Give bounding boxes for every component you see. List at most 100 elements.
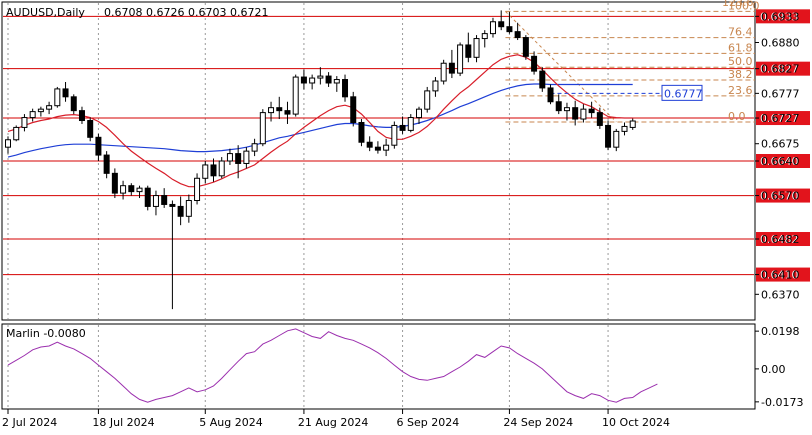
candle-bear bbox=[531, 55, 538, 72]
candle-bear bbox=[448, 62, 455, 74]
level-label: 0.6640 bbox=[760, 155, 799, 168]
fibo-label: 61.8 bbox=[728, 41, 753, 54]
candle-bull bbox=[268, 107, 275, 114]
candle-bull bbox=[416, 108, 422, 119]
candle-bear bbox=[210, 164, 217, 177]
candle-bull bbox=[185, 200, 192, 217]
x-tick-label: 18 Jul 2024 bbox=[92, 416, 154, 429]
candle-bear bbox=[605, 124, 612, 148]
level-label-box bbox=[756, 267, 810, 282]
candle-bull bbox=[54, 88, 61, 107]
candle-bull bbox=[120, 185, 127, 194]
candle-bull bbox=[391, 124, 398, 146]
level-label-box bbox=[756, 111, 810, 126]
x-tick-label: 2 Jul 2024 bbox=[2, 416, 57, 429]
x-tick-label: 21 Aug 2024 bbox=[298, 416, 368, 429]
candle-bull bbox=[317, 75, 324, 79]
candle-bear bbox=[70, 96, 77, 112]
fibo-label: 123.6 bbox=[722, 0, 754, 9]
fibo-label: 23.6 bbox=[728, 84, 753, 97]
candle-bear bbox=[350, 96, 357, 123]
candle-bear bbox=[342, 79, 349, 98]
x-tick-label: 10 Oct 2024 bbox=[602, 416, 670, 429]
marlin-title: Marlin -0.0080 bbox=[6, 327, 86, 340]
level-label-box bbox=[756, 9, 810, 24]
candle-bear bbox=[506, 26, 513, 33]
candle-bull bbox=[46, 105, 53, 110]
candle-bull bbox=[580, 108, 587, 120]
marlin-tick-label: -0.0173 bbox=[761, 396, 803, 409]
candle-bear bbox=[374, 146, 381, 151]
candle-bear bbox=[358, 121, 365, 143]
candle-bear bbox=[276, 107, 283, 112]
candle-bull bbox=[613, 130, 620, 148]
level-label-box bbox=[756, 188, 810, 203]
level-label: 0.6410 bbox=[760, 269, 799, 282]
candle-bear bbox=[555, 101, 562, 112]
candle-bull bbox=[259, 112, 266, 145]
candle-bear bbox=[522, 37, 529, 57]
candle-bull bbox=[292, 76, 299, 115]
x-tick-label: 24 Sep 2024 bbox=[503, 416, 573, 429]
candle-bull bbox=[309, 77, 316, 84]
candle-bear bbox=[325, 75, 332, 84]
candle-bull bbox=[13, 126, 20, 141]
candle-bear bbox=[87, 120, 94, 138]
candle-bear bbox=[111, 172, 118, 194]
candle-bull bbox=[333, 79, 340, 84]
candle-bear bbox=[572, 107, 579, 120]
level-label: 0.6727 bbox=[760, 112, 799, 125]
level-label: 0.6827 bbox=[760, 63, 799, 76]
candle-bull bbox=[629, 120, 636, 128]
candle-bull bbox=[37, 108, 44, 113]
candle-bear bbox=[284, 110, 291, 115]
candle-bull bbox=[29, 111, 36, 119]
candle-bear bbox=[161, 195, 168, 205]
candle-bear bbox=[128, 185, 135, 193]
candle-bear bbox=[235, 153, 242, 164]
x-tick-label: 6 Sep 2024 bbox=[397, 416, 460, 429]
y-tick-label: 0.6570 bbox=[761, 190, 800, 203]
candle-bull bbox=[243, 150, 250, 164]
y-tick-label: 0.6482 bbox=[761, 233, 800, 246]
level-label-box bbox=[756, 232, 810, 247]
candle-bear bbox=[103, 154, 110, 174]
candle-bull bbox=[21, 117, 28, 128]
fibo-label: 100.0 bbox=[728, 0, 760, 12]
y-tick-label: 0.6933 bbox=[761, 10, 800, 23]
candle-bear bbox=[177, 205, 184, 217]
candle-bull bbox=[621, 125, 628, 132]
x-tick-label: 5 Aug 2024 bbox=[199, 416, 262, 429]
candle-bear bbox=[144, 187, 151, 207]
chart-title: AUDUSD,Daily bbox=[6, 6, 85, 19]
fibo-label: 0.0 bbox=[728, 110, 746, 123]
candle-bull bbox=[563, 107, 570, 112]
candle-bull bbox=[407, 117, 414, 131]
candle-bear bbox=[539, 70, 546, 89]
moving-averages: 0.6777 bbox=[7, 54, 703, 188]
level-label-box bbox=[756, 154, 810, 168]
time-axis: 2 Jul 2024 18 Jul 2024 5 Aug 2024 21 Aug 20… bbox=[2, 409, 670, 429]
blue-level-box bbox=[661, 84, 703, 101]
level-label-box bbox=[756, 61, 810, 76]
candles bbox=[5, 10, 636, 310]
candle-bull bbox=[457, 44, 464, 74]
candle-bear bbox=[399, 124, 406, 131]
marlin-tick-label: 0.00 bbox=[761, 363, 786, 376]
y-tick-label: 0.6675 bbox=[761, 138, 800, 151]
candle-bear bbox=[465, 44, 472, 58]
candle-bear bbox=[62, 88, 69, 98]
candle-bull bbox=[383, 144, 390, 151]
candle-bear bbox=[498, 21, 505, 28]
blue-level-label: 0.6777 bbox=[664, 87, 703, 100]
candle-bull bbox=[440, 62, 447, 82]
level-label: 0.6570 bbox=[760, 190, 799, 203]
candle-bull bbox=[202, 164, 209, 179]
fibonacci-levels: 100.0 76.4 61.850.038.2 23.6 0.0 123.6 bbox=[505, 0, 760, 123]
y-tick-label: 0.6880 bbox=[761, 37, 800, 50]
candle-bull bbox=[251, 143, 258, 152]
candle-bull bbox=[218, 160, 225, 177]
candle-bull bbox=[194, 177, 201, 201]
fibo-trend-line bbox=[505, 11, 617, 123]
ohlc-readout: 0.6708 0.6726 0.6703 0.6721 bbox=[104, 6, 268, 19]
